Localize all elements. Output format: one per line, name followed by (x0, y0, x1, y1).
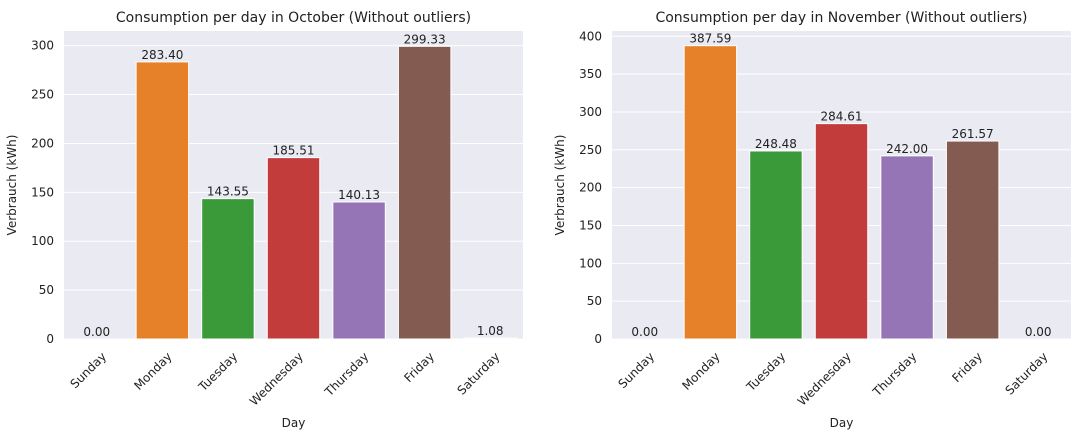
y-tick-label: 50 (587, 294, 602, 308)
y-tick-label: 250 (579, 143, 602, 157)
x-tick-label: Saturday (1002, 349, 1050, 397)
bar-value-label: 261.57 (952, 127, 994, 141)
chart-title: Consumption per day in November (Without… (655, 10, 1027, 26)
bar-value-label: 140.13 (338, 188, 380, 202)
bar-value-label: 242.00 (886, 142, 928, 156)
x-tick-label: Tuesday (743, 349, 788, 394)
y-axis-label: Verbrauch (kWh) (5, 135, 19, 236)
y-tick-label: 350 (579, 67, 602, 81)
bar-value-label: 143.55 (207, 185, 249, 199)
x-tick-label: Friday (949, 349, 985, 385)
x-tick-label: Wednesday (795, 349, 854, 408)
bar-saturday (463, 337, 517, 340)
x-tick-label: Sunday (67, 349, 109, 391)
chart-november: 0 50 100 150 200 250 300 350 400 0.00 Sunday 387.59… (553, 10, 1071, 430)
y-tick-label: 100 (31, 234, 54, 248)
bar-wednesday (814, 123, 869, 340)
chart-october: 0 50 100 150 200 250 300 0.00 Sunday 283.40 Monday… (5, 10, 523, 430)
x-tick-label: Monday (679, 349, 722, 392)
bar-value-label: 1.08 (477, 324, 504, 338)
bar-monday (683, 45, 738, 340)
x-tick-label: Saturday (454, 349, 502, 397)
x-axis-label: Day (830, 416, 854, 430)
bar-thursday (332, 201, 386, 340)
chart-title: Consumption per day in October (Without … (116, 10, 471, 26)
bar-value-label: 283.40 (141, 48, 183, 62)
y-tick-label: 250 (31, 88, 54, 102)
y-tick-label: 200 (579, 181, 602, 195)
y-tick-label: 150 (31, 185, 54, 199)
x-axis-label: Day (282, 416, 306, 430)
bar-friday (397, 45, 452, 340)
bar-wednesday (266, 157, 321, 340)
bar-value-label: 387.59 (689, 32, 731, 46)
bar-value-label: 0.00 (83, 325, 110, 339)
bar-value-label: 185.51 (273, 144, 315, 158)
y-tick-label: 200 (31, 136, 54, 150)
y-tick-label: 300 (31, 39, 54, 53)
x-tick-label: Sunday (615, 349, 657, 391)
y-tick-label: 300 (579, 105, 602, 119)
y-tick-label: 100 (579, 256, 602, 270)
bar-value-label: 0.00 (1025, 325, 1052, 339)
y-tick-label: 0 (594, 332, 602, 346)
bar-friday (945, 140, 1000, 340)
x-tick-label: Thursday (869, 349, 919, 399)
x-tick-label: Tuesday (195, 349, 240, 394)
x-tick-label: Monday (131, 349, 174, 392)
bar-tuesday (749, 150, 803, 340)
x-tick-label: Thursday (321, 349, 371, 399)
bar-thursday (880, 155, 934, 340)
y-tick-label: 400 (579, 29, 602, 43)
bar-value-label: 284.61 (821, 110, 863, 124)
x-tick-label: Friday (401, 349, 437, 385)
y-tick-label: 0 (46, 332, 54, 346)
x-tick-label: Wednesday (247, 349, 306, 408)
y-axis-label: Verbrauch (kWh) (553, 135, 567, 236)
bar-tuesday (201, 198, 255, 340)
y-tick-label: 50 (39, 283, 54, 297)
bar-monday (135, 61, 190, 340)
bar-value-label: 248.48 (755, 137, 797, 151)
bar-value-label: 299.33 (404, 32, 446, 46)
y-tick-label: 150 (579, 218, 602, 232)
bar-value-label: 0.00 (631, 325, 658, 339)
